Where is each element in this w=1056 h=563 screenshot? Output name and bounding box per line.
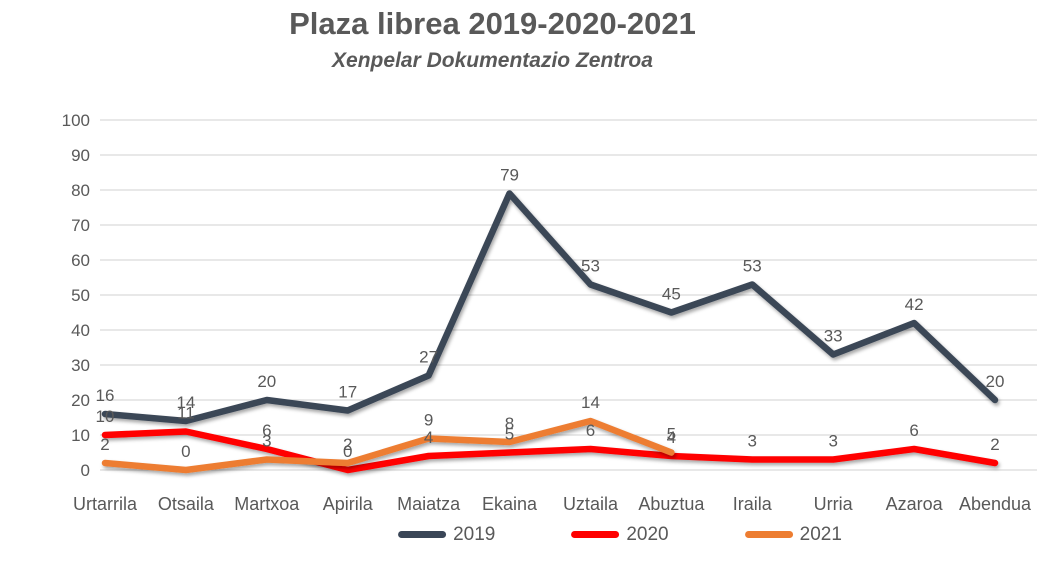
x-tick-label-uztaila: Uztaila [563,494,619,514]
legend-label-2020: 2020 [626,524,669,545]
data-label-2019-apirila: 17 [338,383,357,402]
legend-item-2019: 2019 [398,525,495,544]
legend-item-2020: 2020 [571,524,669,545]
y-tick-label: 0 [81,461,90,480]
x-tick-label-urtarrila: Urtarrila [73,494,138,514]
legend-line-icon-2021 [744,531,793,538]
y-tick-label: 80 [71,181,90,200]
data-label-2021-urtarrila: 2 [100,435,109,454]
data-label-2020-iraila: 3 [748,432,757,451]
series-line-2020 [101,428,999,474]
data-label-2019-azaroa: 42 [905,295,924,314]
x-tick-label-otsaila: Otsaila [158,494,215,514]
data-label-2021-maiatza: 9 [424,411,433,430]
data-label-2020-abendua: 2 [990,435,999,454]
legend-label-2021: 2021 [799,524,842,545]
x-tick-label-urria: Urria [814,494,854,514]
x-tick-label-abendua: Abendua [959,494,1032,514]
data-label-2020-uztaila: 6 [586,421,595,440]
data-label-2019-otsaila: 14 [176,393,195,412]
data-label-2021-uztaila: 14 [581,393,600,412]
x-tick-label-ekaina: Ekaina [482,494,538,514]
data-label-2021-ekaina: 8 [505,414,514,433]
legend-line-icon-2019 [398,531,447,538]
x-tick-label-azaroa: Azaroa [886,494,944,514]
data-label-2019-uztaila: 53 [581,257,600,276]
y-tick-label: 20 [71,391,90,410]
y-tick-label: 30 [71,356,90,375]
data-label-2019-martxoa: 20 [257,372,276,391]
series-line-2019 [101,190,999,425]
y-tick-label: 70 [71,216,90,235]
data-label-2020-apirila: 0 [343,442,352,461]
x-tick-label-abuztua: Abuztua [638,494,705,514]
data-label-2020-abuztua: 4 [667,428,676,447]
legend-line-icon-2020 [571,531,620,538]
y-tick-label: 60 [71,251,90,270]
data-label-2021-martxoa: 3 [262,432,271,451]
data-label-2019-abuztua: 45 [662,285,681,304]
chart-subtitle: Xenpelar Dokumentazio Zentroa [332,49,653,72]
x-axis-labels: Urtarrila Otsaila Martxoa Apirila Maiatza Eka… [73,494,1032,514]
data-label-2019-iraila: 53 [743,257,762,276]
y-tick-label: 40 [71,321,90,340]
data-label-2020-martxoa: 6 [262,421,271,440]
x-tick-label-iraila: Iraila [733,494,773,514]
x-tick-label-apirila: Apirila [323,494,374,514]
data-label-2021-apirila: 2 [343,435,352,454]
data-label-2020-urria: 3 [828,432,837,451]
data-label-2021-abuztua: 5 [667,425,676,444]
x-tick-label-martxoa: Martxoa [234,494,300,514]
data-label-2020-urtarrila: 10 [96,407,115,426]
y-tick-label: 100 [62,111,90,130]
data-label-2020-otsaila: 11 [177,404,195,423]
data-label-2020-ekaina: 5 [505,425,514,444]
legend-item-2021: 2021 [744,524,842,545]
chart-title: Plaza librea 2019-2020-2021 [289,6,696,41]
x-tick-label-maiatza: Maiatza [397,494,461,514]
y-axis-labels: 0 10 20 30 40 50 60 70 80 90 100 [62,111,90,480]
legend-label-2019: 2019 [453,524,496,545]
data-label-2019-urria: 33 [824,327,843,346]
data-label-2019-maiatza: 27 [419,348,438,367]
data-label-2019-abendua: 20 [986,372,1005,391]
data-label-2020-azaroa: 6 [909,421,918,440]
series-line-2021 [101,417,675,474]
data-label-2020-maiatza: 4 [424,428,433,447]
gridlines-group [100,119,1037,471]
y-tick-label: 10 [71,426,90,445]
data-label-2021-otsaila: 0 [181,442,190,461]
series-lines-group [101,190,999,474]
data-label-2019-urtarrila: 16 [96,386,115,405]
data-label-2019-ekaina: 79 [500,166,519,185]
y-tick-label: 90 [71,146,90,165]
chart-legend: 2019 2020 2021 [398,525,842,544]
y-tick-label: 50 [71,286,90,305]
